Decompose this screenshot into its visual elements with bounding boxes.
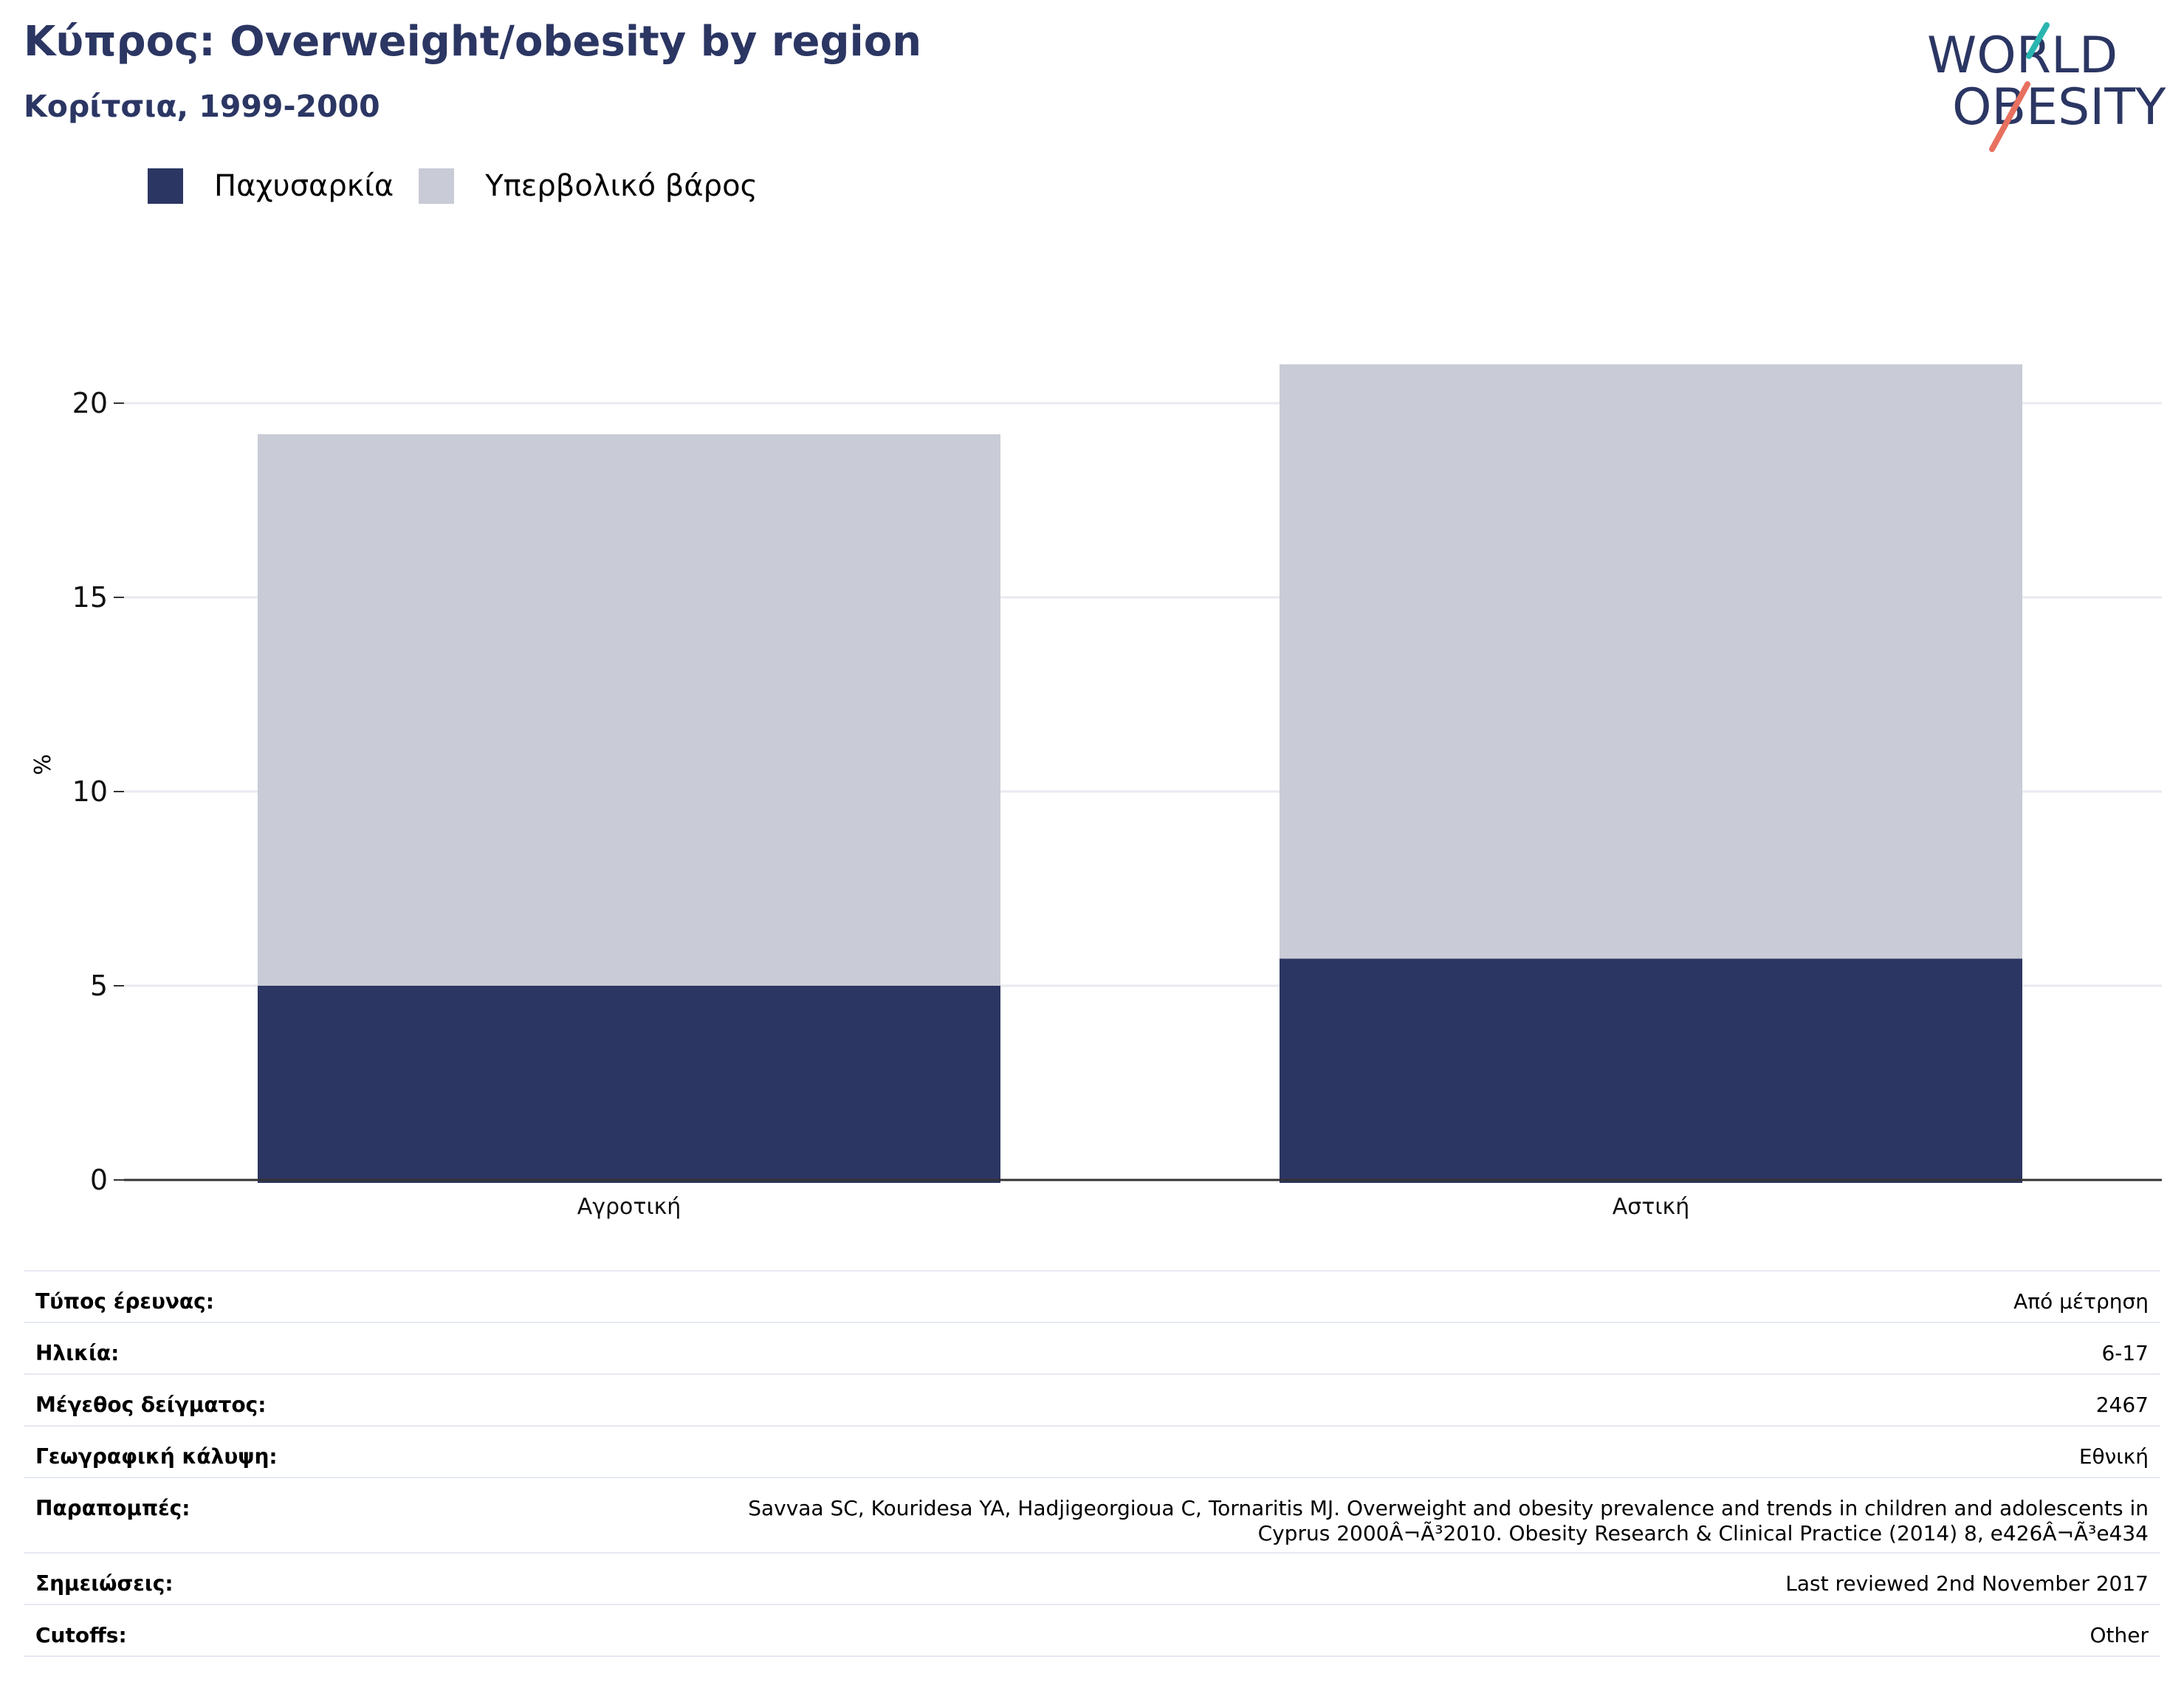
bar-overweight-1 (258, 434, 1000, 986)
info-value: Από μέτρηση (359, 1270, 2160, 1322)
y-tick-label-10: 10 (72, 775, 108, 808)
y-tick-label-0: 0 (90, 1164, 108, 1196)
legend-item-overweight[interactable]: Υπερβολικό βάρος (419, 168, 758, 204)
info-value-line: Other (2089, 1623, 2149, 1647)
legend-item-obesity[interactable]: Παχυσαρκία (148, 168, 394, 204)
info-value-line: Cyprus 2000Â¬Ã³2010. Obesity Research & … (1257, 1521, 2149, 1545)
x-tick-label-1: Αγροτική (577, 1194, 681, 1220)
legend-label-obesity: Παχυσαρκία (214, 169, 394, 203)
info-value-line: Last reviewed 2nd November 2017 (1785, 1571, 2149, 1596)
info-value-line: 6-17 (2101, 1341, 2149, 1365)
stacked-bar-chart: 0 5 10 15 20 Αγροτική Αστική (72, 364, 2162, 1220)
info-row: Μέγεθος δείγματος: 2467 (24, 1373, 2160, 1426)
info-value-line: Εθνική (2078, 1444, 2149, 1469)
info-value-line: Από μέτρηση (2013, 1289, 2149, 1314)
logo-slash-coral (1989, 81, 2030, 152)
info-value: 2467 (359, 1373, 2160, 1426)
info-row: Παραπομπές: Savvaa SC, Kouridesa YA, Hadj… (24, 1477, 2160, 1553)
info-value: Savvaa SC, Kouridesa YA, Hadjigeorgioua … (359, 1477, 2160, 1553)
y-tick-label-20: 20 (72, 387, 108, 419)
logo-text-obesity: OBESITY (1952, 78, 2166, 137)
bar-obesity-1 (258, 986, 1000, 1183)
logo-slash-teal (2026, 22, 2050, 59)
world-obesity-logo: WORLD OBESITY (1927, 22, 2166, 152)
legend-swatch-overweight (419, 168, 455, 204)
info-value: Last reviewed 2nd November 2017 (359, 1552, 2160, 1605)
info-key: Μέγεθος δείγματος: (24, 1373, 360, 1426)
y-tick-label-15: 15 (72, 581, 108, 614)
bar-obesity-2 (1280, 958, 2022, 1183)
bar-overweight-2 (1280, 364, 2022, 959)
info-row: Cutoffs: Other (24, 1604, 2160, 1657)
info-row: Ηλικία: 6-17 (24, 1322, 2160, 1374)
info-value: 6-17 (359, 1322, 2160, 1374)
survey-info-table: Τύπος έρευνας: Από μέτρηση Ηλικία: 6-17 Μέγε… (24, 1270, 2160, 1657)
legend-label-overweight: Υπερβολικό βάρος (485, 169, 758, 203)
y-tick-label-5: 5 (90, 970, 108, 1002)
info-value: Εθνική (359, 1425, 2160, 1478)
info-key: Σημειώσεις: (24, 1552, 360, 1605)
chart-title: Κύπρος: Overweight/obesity by region (24, 18, 922, 66)
legend-swatch-obesity (148, 168, 183, 204)
info-value-line: Savvaa SC, Kouridesa YA, Hadjigeorgioua … (748, 1496, 2149, 1520)
info-row: Γεωγραφική κάλυψη: Εθνική (24, 1425, 2160, 1478)
legend: Παχυσαρκία Υπερβολικό βάρος (148, 168, 783, 204)
info-row: Τύπος έρευνας: Από μέτρηση (24, 1270, 2160, 1322)
info-key: Ηλικία: (24, 1322, 360, 1374)
info-key: Cutoffs: (24, 1604, 360, 1657)
info-value-line: 2467 (2095, 1393, 2149, 1417)
info-key: Παραπομπές: (24, 1477, 360, 1553)
chart-subtitle: Κορίτσια, 1999-2000 (24, 89, 380, 124)
info-row: Σημειώσεις: Last reviewed 2nd November 20… (24, 1552, 2160, 1605)
logo-text-world: WORLD (1927, 27, 2118, 85)
info-key: Τύπος έρευνας: (24, 1270, 360, 1322)
info-value: Other (359, 1604, 2160, 1657)
info-key: Γεωγραφική κάλυψη: (24, 1425, 360, 1478)
x-tick-label-2: Αστική (1613, 1194, 1689, 1220)
